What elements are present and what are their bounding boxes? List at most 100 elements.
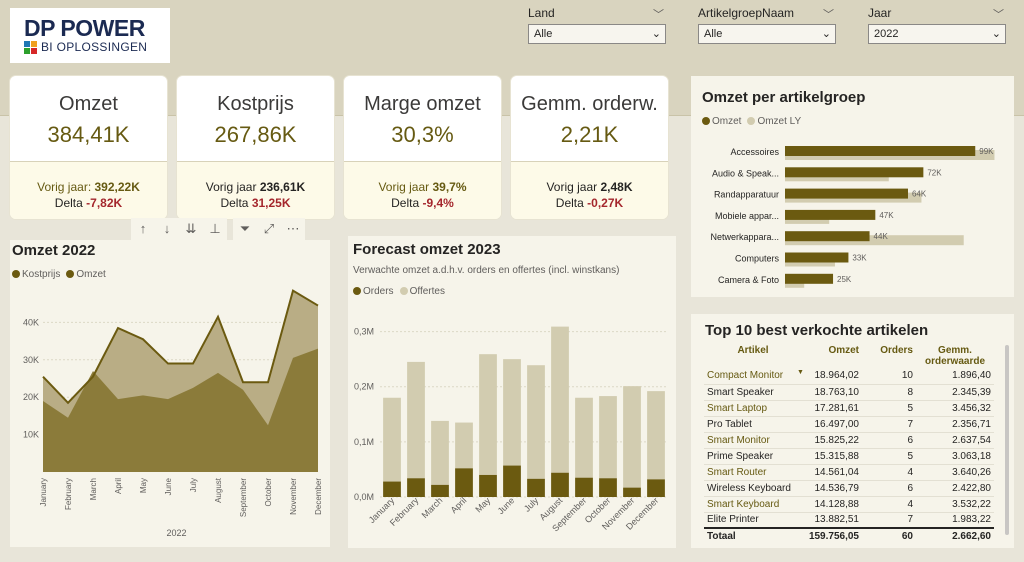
x-tick-label: November — [289, 478, 298, 515]
column-header-omzet[interactable]: Omzet — [828, 345, 859, 356]
table-row[interactable]: Smart Router 14.561,04 4 3.640,26 — [704, 464, 994, 481]
cell-omzet: 15.315,88 — [802, 448, 862, 465]
forecast-legend: Orders Offertes — [353, 286, 445, 297]
legend-item-orders[interactable]: Orders — [353, 286, 394, 297]
table-row[interactable]: Elite Printer 13.882,51 7 1.983,22 — [704, 512, 994, 529]
legend-item-offertes[interactable]: Offertes — [399, 286, 445, 297]
chevron-down-icon[interactable]: ﹀ — [653, 9, 664, 21]
kpi-prev-label: Vorig jaar — [546, 180, 598, 194]
cell-omzet: 18.964,02 — [802, 368, 862, 385]
kpi-prev-value: 39,7% — [432, 180, 467, 194]
x-tick-label: October — [264, 478, 273, 507]
table-row[interactable]: Pro Tablet 16.497,00 7 2.356,71 — [704, 416, 994, 433]
column-header-artikel[interactable]: Artikel — [737, 345, 769, 356]
cell-artikel: Compact Monitor — [704, 368, 802, 385]
table-scrollbar[interactable] — [1005, 345, 1009, 535]
chevron-down-icon[interactable]: ﹀ — [823, 9, 834, 21]
kpi-delta-value: -7,82K — [86, 196, 123, 210]
arrow-down-icon[interactable]: ↓ — [155, 218, 179, 240]
forecast-title: Forecast omzet 2023 — [353, 241, 501, 258]
cell-orderwaarde: 3.063,18 — [916, 448, 994, 465]
bar-orders — [551, 472, 569, 497]
bar-omzet — [785, 146, 976, 156]
x-tick-label: July — [522, 495, 541, 514]
x-tick-label: December — [314, 478, 323, 515]
x-tick-label: July — [189, 478, 198, 492]
bar-orders — [479, 474, 497, 497]
slicer-land[interactable]: Land ﹀ Alle ⌄ — [528, 6, 666, 44]
category-label: Computers — [735, 254, 780, 264]
column-header-orders[interactable]: Orders — [880, 345, 913, 356]
legend-item-omzet[interactable]: Omzet — [702, 116, 741, 127]
focus-mode-icon[interactable]: ⤢ — [257, 218, 281, 240]
cell-orders: 4 — [862, 496, 916, 513]
bar-omzet — [785, 231, 870, 242]
slicer-jaar-dropdown[interactable]: 2022 ⌄ — [868, 24, 1006, 44]
cell-orders: 10 — [862, 368, 916, 385]
kpi-delta-label: Delta — [220, 196, 249, 210]
slicer-land-title: Land — [528, 6, 555, 20]
data-label: 99K — [979, 147, 994, 156]
slicer-land-value: Alle — [534, 28, 553, 40]
x-axis-label: 2022 — [166, 528, 186, 538]
double-arrow-down-icon[interactable]: ⇊ — [179, 218, 203, 240]
bar-orders — [623, 487, 641, 497]
category-label: Camera & Foto — [718, 275, 779, 285]
table-row[interactable]: Prime Speaker 15.315,88 5 3.063,18 — [704, 448, 994, 465]
x-tick-label: May — [139, 478, 148, 493]
kpi-prev-label: Vorig jaar: — [37, 180, 92, 194]
kpi-label: Kostprijs — [217, 93, 294, 115]
kpi-delta-value: -0,27K — [587, 196, 624, 210]
y-tick-label: 0,0M — [354, 492, 374, 502]
table-row[interactable]: Wireless Keyboard 14.536,79 6 2.422,80 — [704, 480, 994, 497]
kpi-label: Omzet — [59, 93, 118, 115]
legend-item-omzet-ly[interactable]: Omzet LY — [747, 116, 801, 127]
sort-descending-icon[interactable]: ▼ — [797, 369, 804, 376]
table-row[interactable]: Smart Speaker 18.763,10 8 2.345,39 — [704, 384, 994, 401]
category-label: Netwerkappara... — [710, 232, 779, 242]
kpi-value: 267,86K — [214, 122, 297, 147]
slicer-land-dropdown[interactable]: Alle ⌄ — [528, 24, 666, 44]
slicer-artikelgroep[interactable]: ArtikelgroepNaam ﹀ Alle ⌄ — [698, 6, 836, 44]
y-tick-label: 0,2M — [354, 382, 374, 392]
x-tick-label: January — [39, 478, 48, 506]
expand-hierarchy-icon[interactable]: ⊥ — [203, 218, 227, 240]
table-row[interactable]: Compact Monitor 18.964,02 10 1.896,40 — [704, 368, 994, 385]
kpi-delta-label: Delta — [391, 196, 420, 210]
kpi-value: 30,3% — [391, 122, 454, 147]
cell-orderwaarde: 1.983,22 — [916, 512, 994, 529]
arrow-up-icon[interactable]: ↑ — [131, 218, 155, 240]
column-header-orderwaarde[interactable]: Gemm. orderwaarde — [924, 345, 986, 367]
total-cell: 159.756,05 — [802, 527, 862, 544]
slicer-artikelgroep-dropdown[interactable]: Alle ⌄ — [698, 24, 836, 44]
more-options-icon[interactable]: ⋯ — [281, 218, 305, 240]
omzet-2022-chart[interactable]: 10K 20K 30K 40K January February March April May… — [10, 285, 330, 547]
cell-omzet: 14.536,79 — [802, 480, 862, 497]
legend-item-omzet[interactable]: Omzet — [66, 269, 106, 280]
x-tick-label: March — [420, 495, 445, 520]
artikelgroep-chart[interactable]: Accessoires 99K Audio & Speak... 72K Randapp… — [691, 136, 1014, 294]
filter-icon[interactable]: ⏷ — [233, 218, 257, 240]
kpi-prev-value: 236,61K — [259, 180, 306, 194]
category-label: Audio & Speak... — [712, 168, 779, 178]
cell-omzet: 16.497,00 — [802, 416, 862, 433]
table-row[interactable]: Smart Keyboard 14.128,88 4 3.532,22 — [704, 496, 994, 513]
cell-orderwaarde: 2.345,39 — [916, 384, 994, 401]
slicer-jaar[interactable]: Jaar ﹀ 2022 ⌄ — [868, 6, 1006, 44]
table-row[interactable]: Smart Laptop 17.281,61 5 3.456,32 — [704, 400, 994, 417]
x-tick-label: March — [89, 478, 98, 500]
table-row[interactable]: Smart Monitor 15.825,22 6 2.637,54 — [704, 432, 994, 449]
top10-table: Artikel Omzet Orders Gemm. orderwaarde C… — [704, 344, 994, 544]
legend-item-kostprijs[interactable]: Kostprijs — [12, 269, 60, 280]
chevron-down-icon[interactable]: ﹀ — [993, 9, 1004, 21]
cell-artikel: Smart Laptop — [704, 400, 802, 417]
bar-omzet — [785, 188, 908, 199]
cell-orders: 4 — [862, 464, 916, 481]
kpi-card-marge: Marge omzet 30,3% Vorig jaar 39,7% Delta -… — [344, 76, 501, 219]
bar-offertes — [575, 397, 593, 478]
cell-orders: 5 — [862, 400, 916, 417]
cell-artikel: Smart Monitor — [704, 432, 802, 449]
kpi-delta-label: Delta — [54, 196, 83, 210]
kpi-value: 384,41K — [47, 122, 130, 147]
